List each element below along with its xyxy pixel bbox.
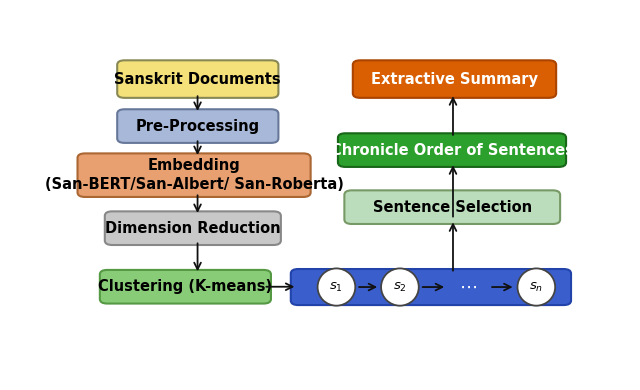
FancyBboxPatch shape [353,60,556,98]
Text: Extractive Summary: Extractive Summary [371,72,538,87]
FancyBboxPatch shape [338,133,566,167]
Text: Clustering (K-means): Clustering (K-means) [99,279,273,294]
Ellipse shape [317,268,355,306]
FancyBboxPatch shape [100,270,271,303]
FancyBboxPatch shape [117,60,278,98]
FancyBboxPatch shape [344,190,560,224]
Ellipse shape [381,268,419,306]
Text: $s_2$: $s_2$ [393,280,407,294]
Text: $s_1$: $s_1$ [330,280,344,294]
Ellipse shape [518,268,555,306]
Text: $s_n$: $s_n$ [529,280,543,294]
Text: Embedding
(San-BERT/San-Albert/ San-Roberta): Embedding (San-BERT/San-Albert/ San-Robe… [45,158,344,192]
Text: Chronicle Order of Sentences: Chronicle Order of Sentences [331,143,573,158]
Text: Pre-Processing: Pre-Processing [136,119,260,134]
FancyBboxPatch shape [117,109,278,143]
FancyBboxPatch shape [291,269,571,305]
Text: Sentence Selection: Sentence Selection [372,200,532,215]
Text: Dimension Reduction: Dimension Reduction [105,221,281,236]
FancyBboxPatch shape [77,153,310,197]
FancyBboxPatch shape [105,211,281,245]
Text: Sanskrit Documents: Sanskrit Documents [115,72,281,87]
Text: $\cdots$: $\cdots$ [459,278,477,296]
